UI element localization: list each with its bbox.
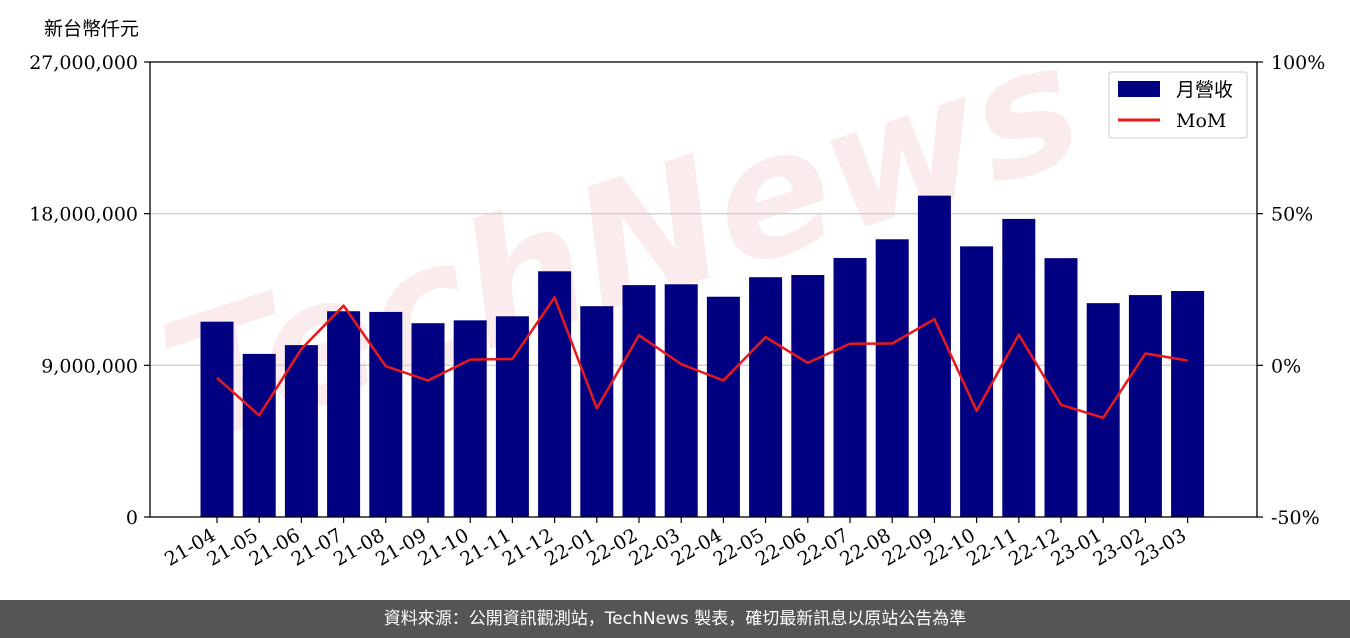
mom-line <box>216 296 1188 420</box>
chart: TechNews 09,000,00018,000,00027,000,000-… <box>29 4 1325 570</box>
bar-22-09 <box>917 195 951 517</box>
legend-line-label: MoM <box>1176 110 1226 132</box>
bar-23-03 <box>1171 291 1205 517</box>
bar-series <box>200 195 1205 517</box>
legend-bar-label: 月營收 <box>1176 79 1233 101</box>
left-tick-label: 0 <box>126 507 138 529</box>
bar-21-07 <box>327 311 361 517</box>
source-footer: 資料來源：公開資訊觀測站，TechNews 製表，確切最新訊息以原站公告為準 <box>0 600 1350 638</box>
bar-21-05 <box>242 353 276 517</box>
bar-22-11 <box>1002 218 1036 517</box>
bar-23-02 <box>1128 295 1162 517</box>
bar-23-01 <box>1086 303 1120 517</box>
bar-21-11 <box>495 316 529 517</box>
bar-22-04 <box>706 296 740 517</box>
legend-bar-swatch <box>1118 81 1160 97</box>
right-tick-label: 0% <box>1271 355 1301 377</box>
bar-21-10 <box>453 320 487 517</box>
plot-frame <box>149 61 1258 518</box>
right-tick-label: 100% <box>1271 52 1325 74</box>
bar-21-08 <box>369 311 403 517</box>
mom-line-series <box>216 296 1188 420</box>
bar-22-05 <box>749 277 783 517</box>
bar-22-08 <box>875 239 909 517</box>
bar-22-10 <box>960 246 994 517</box>
bar-22-02 <box>622 285 656 517</box>
y-axis-unit-label: 新台幣仟元 <box>44 18 140 40</box>
bar-22-07 <box>833 257 867 517</box>
bar-21-04 <box>200 321 234 517</box>
left-tick-label: 9,000,000 <box>41 355 138 377</box>
left-tick-label: 18,000,000 <box>29 204 138 226</box>
bar-22-03 <box>664 284 698 517</box>
bar-21-06 <box>284 345 318 517</box>
bar-21-12 <box>538 271 572 517</box>
right-tick-label: -50% <box>1271 507 1320 529</box>
bar-21-09 <box>411 323 445 517</box>
legend: 月營收 MoM <box>1108 71 1248 139</box>
bar-22-06 <box>791 275 825 517</box>
bar-22-01 <box>580 306 614 517</box>
right-tick-label: 50% <box>1271 204 1313 226</box>
left-tick-label: 27,000,000 <box>29 52 138 74</box>
